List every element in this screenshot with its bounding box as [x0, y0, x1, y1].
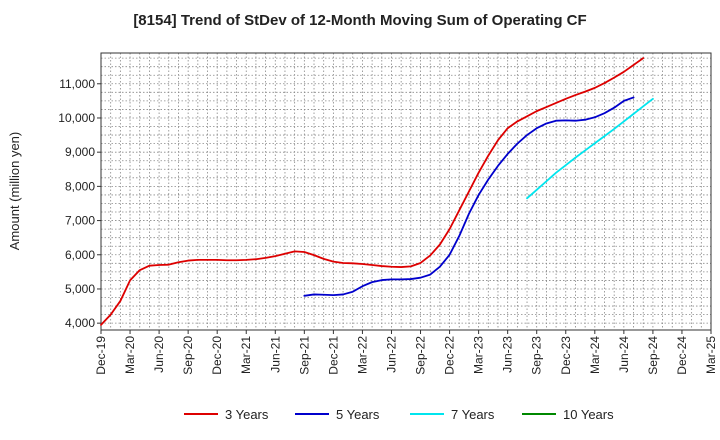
series-line-7-years — [526, 97, 654, 200]
x-tick-label: Dec-24 — [675, 336, 689, 375]
x-tick-label: Sep-22 — [414, 336, 428, 375]
grid-lines — [100, 53, 712, 330]
x-tick-label: Mar-24 — [588, 336, 602, 374]
x-tick-label: Jun-22 — [384, 336, 398, 373]
x-tick-label: Mar-21 — [239, 336, 253, 374]
plot-area — [100, 52, 712, 331]
x-tick-label: Jun-21 — [268, 336, 282, 373]
x-tick-label: Dec-20 — [210, 336, 224, 375]
y-tick-label: 6,000 — [65, 248, 95, 262]
x-tick-label: Sep-20 — [181, 336, 195, 375]
y-tick-label: 4,000 — [65, 316, 95, 330]
x-tick-label: Jun-24 — [617, 336, 631, 373]
y-tick-label: 11,000 — [59, 77, 95, 91]
y-tick-label: 5,000 — [65, 282, 95, 296]
legend-label-10-years: 10 Years — [563, 407, 614, 422]
series-line-3-years — [100, 57, 645, 326]
legend-label-5-years: 5 Years — [336, 407, 380, 422]
x-tick-label: Dec-19 — [94, 336, 108, 375]
x-tick-label: Sep-24 — [646, 336, 660, 375]
x-tick-label: Mar-20 — [123, 336, 137, 374]
x-tick-label: Dec-22 — [443, 336, 457, 375]
x-tick-label: Sep-23 — [530, 336, 544, 375]
legend-label-3-years: 3 Years — [225, 407, 269, 422]
chart-title: [8154] Trend of StDev of 12-Month Moving… — [133, 12, 587, 29]
x-tick-label: Mar-25 — [704, 336, 718, 374]
x-tick-label: Jun-20 — [152, 336, 166, 373]
x-tick-label: Dec-21 — [326, 336, 340, 375]
x-tick-label: Sep-21 — [297, 336, 311, 375]
legend-label-7-years: 7 Years — [451, 407, 495, 422]
x-tick-label: Mar-23 — [472, 336, 486, 374]
y-tick-label: 10,000 — [58, 111, 95, 125]
legend: 3 Years 5 Years 7 Years 10 Years — [184, 407, 614, 422]
y-axis-label: Amount (million yen) — [7, 132, 22, 251]
x-tick-label: Mar-22 — [355, 336, 369, 374]
y-tick-label: 9,000 — [65, 145, 95, 159]
y-tick-label: 8,000 — [65, 179, 95, 193]
x-tick-label: Jun-23 — [501, 336, 515, 373]
y-axis-ticks: 4,000 5,000 6,000 7,000 8,000 9,000 10,000 11,0… — [58, 77, 101, 330]
x-axis-ticks: Dec-19 Mar-20 Jun-20 Sep-20 Dec-20 Mar-21 Jun-… — [94, 330, 718, 375]
series-lines — [100, 57, 654, 326]
y-tick-label: 7,000 — [65, 214, 95, 228]
series-line-5-years — [303, 96, 635, 297]
x-tick-label: Dec-23 — [559, 336, 573, 375]
